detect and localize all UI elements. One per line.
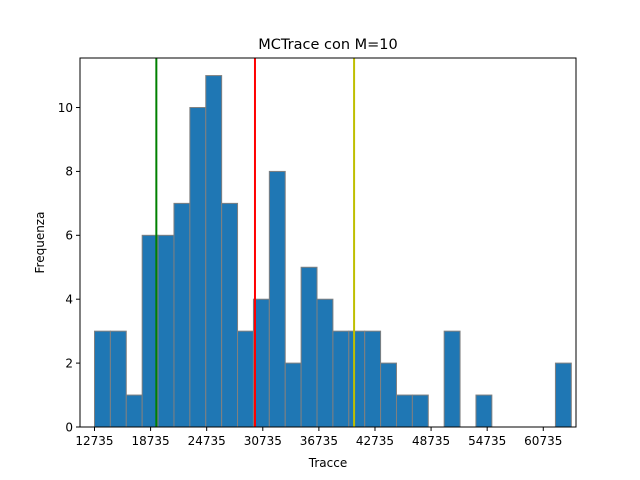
- x-tick-label: 30735: [244, 434, 282, 448]
- y-tick-label: 2: [65, 356, 73, 370]
- y-axis-ticks: 0 2 4 6 8 10: [58, 101, 80, 434]
- x-tick-label: 60735: [524, 434, 562, 448]
- histogram-bar: [475, 394, 493, 428]
- vertical-lines-group: [155, 58, 356, 427]
- histogram-bar: [443, 330, 461, 428]
- x-tick-label: 12735: [75, 434, 113, 448]
- histogram-bar: [300, 266, 318, 428]
- histogram-bar: [109, 330, 127, 428]
- y-axis-label: Frequenza: [33, 212, 47, 274]
- y-tick-label: 0: [65, 420, 73, 434]
- histogram-bar: [93, 330, 111, 428]
- y-tick-label: 4: [65, 293, 73, 307]
- histogram-bar: [316, 298, 334, 428]
- x-tick-label: 36735: [300, 434, 338, 448]
- x-tick-label: 48735: [412, 434, 450, 448]
- plot-frame: [79, 57, 577, 428]
- histogram-bar: [411, 394, 429, 428]
- histogram-bar: [237, 330, 254, 428]
- histogram-bar: [173, 202, 191, 428]
- x-axis-ticks: 12735 18735 24735 30735 36735 42735 48735 54735…: [75, 427, 562, 448]
- histogram-bar: [364, 330, 382, 428]
- histogram-bar: [395, 394, 413, 428]
- histogram-bar: [268, 170, 286, 428]
- chart-title: MCTrace con M=10: [258, 37, 397, 53]
- histogram-bar: [157, 234, 175, 428]
- x-tick-label: 42735: [356, 434, 394, 448]
- x-tick-label: 18735: [131, 434, 169, 448]
- histogram-bar: [380, 362, 397, 428]
- histogram-bar: [554, 362, 572, 428]
- x-tick-label: 24735: [188, 434, 226, 448]
- y-tick-label: 8: [65, 165, 73, 179]
- x-axis-label: Tracce: [308, 456, 347, 470]
- histogram-bar: [189, 107, 207, 428]
- histogram-bar: [348, 330, 366, 428]
- histogram-bar: [284, 362, 302, 428]
- x-tick-label: 54735: [468, 434, 506, 448]
- histogram-bar: [205, 75, 223, 428]
- histogram-bar: [221, 202, 239, 428]
- y-tick-label: 6: [65, 229, 73, 243]
- histogram-bar: [125, 394, 143, 428]
- histogram-bar: [332, 330, 350, 428]
- y-tick-label: 10: [58, 101, 73, 115]
